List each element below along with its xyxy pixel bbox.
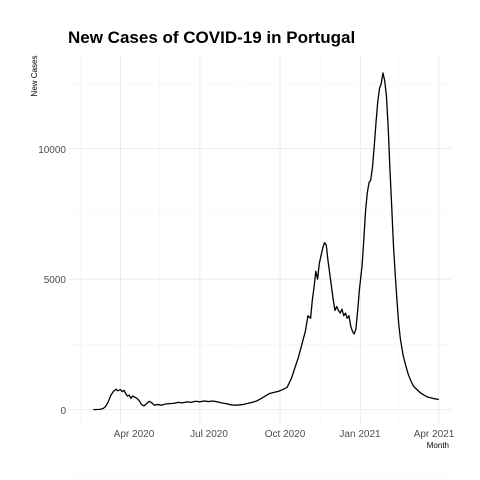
x-tick-label: Apr 2021 [414,429,455,440]
y-tick-label: 10000 [38,145,66,156]
x-tick-label: Jan 2021 [339,429,381,440]
y-tick-label: 0 [60,406,66,417]
series-line-new-cases [93,72,439,411]
y-axis: 0 5000 10000 [38,145,66,417]
x-axis-title: Month [427,441,449,450]
y-tick-label: 5000 [44,275,67,286]
x-tick-label: Oct 2020 [265,429,306,440]
chart-title: New Cases of COVID-19 in Portugal [68,28,355,47]
plot-panel [69,56,451,476]
x-tick-label: Jul 2020 [190,429,228,440]
grid-major [69,56,451,424]
y-axis-title: New Cases [30,56,39,97]
x-tick-label: Apr 2020 [114,429,155,440]
grid-minor [69,56,451,476]
x-axis: Apr 2020 Jul 2020 Oct 2020 Jan 2021 Apr … [114,429,455,440]
